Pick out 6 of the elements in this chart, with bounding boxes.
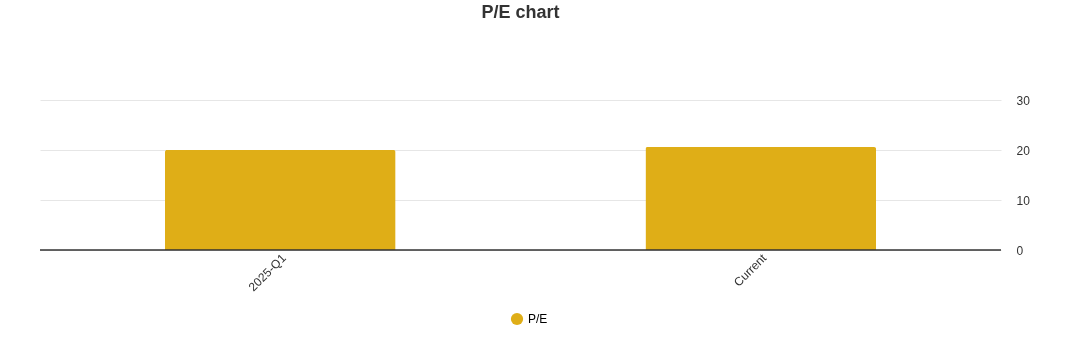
chart-title: P/E chart — [481, 2, 560, 22]
legend-label: P/E — [528, 312, 548, 326]
y-tick-label: 30 — [1016, 93, 1031, 108]
y-tick-label: 10 — [1016, 193, 1031, 208]
y-tick-label: 20 — [1016, 143, 1031, 158]
y-tick-label: 0 — [1016, 243, 1024, 258]
